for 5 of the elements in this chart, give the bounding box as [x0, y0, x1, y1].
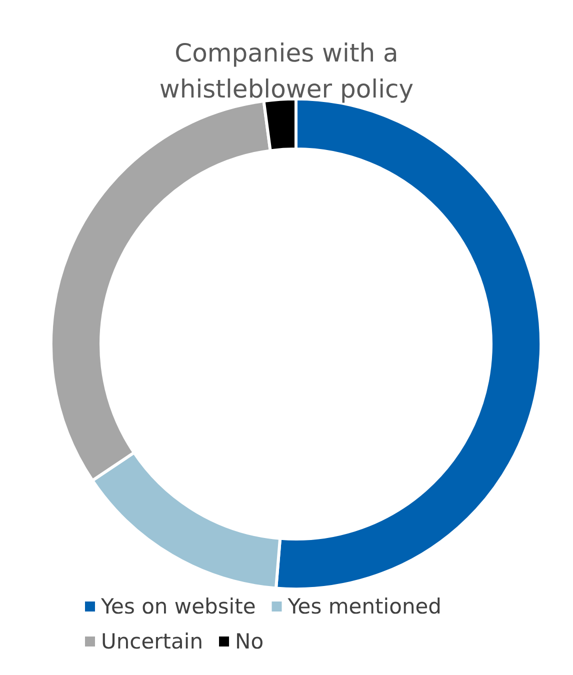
chart-title: Companies with a whistleblower policy: [159, 38, 414, 104]
legend-label: Yes on website: [100, 594, 256, 618]
legend-label: Yes mentioned: [286, 594, 442, 618]
legend-label: No: [235, 630, 264, 654]
legend-label: Uncertain: [101, 630, 204, 654]
